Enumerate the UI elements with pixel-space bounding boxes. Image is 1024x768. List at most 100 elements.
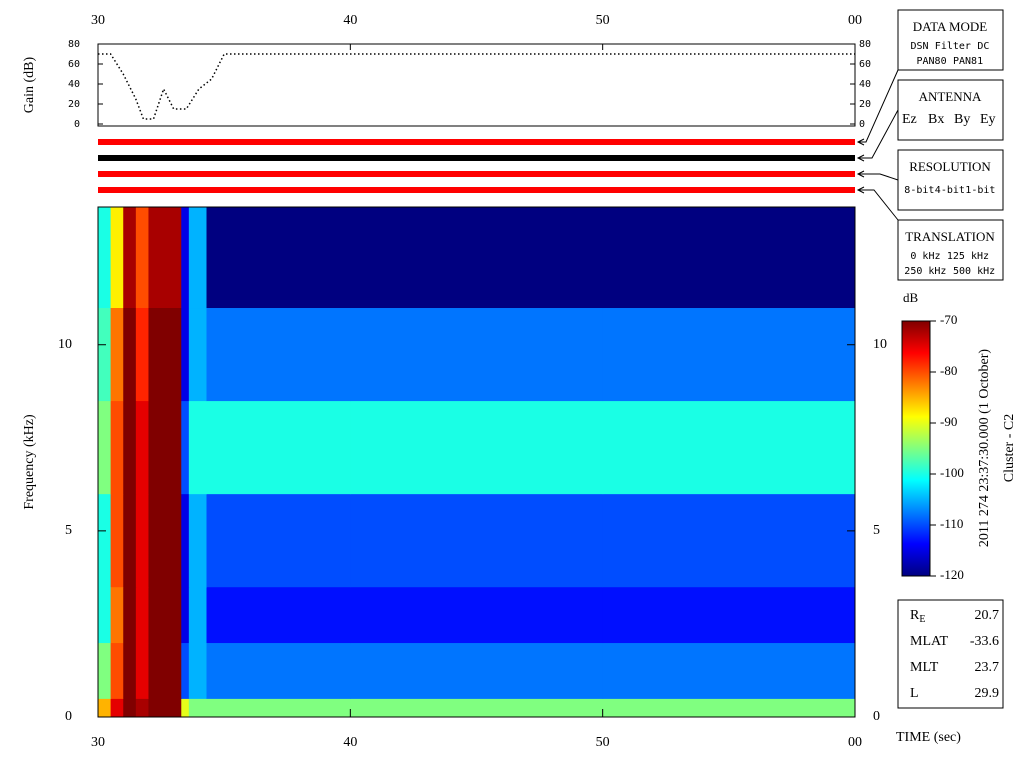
panel-item: DC bbox=[977, 41, 989, 52]
spectrogram-cell bbox=[206, 586, 351, 644]
colorbar-label: dB bbox=[903, 290, 919, 305]
spectrogram-cell bbox=[188, 493, 208, 588]
y-tick-label: 60 bbox=[859, 59, 871, 70]
colorbar-tick-label: -70 bbox=[940, 312, 957, 327]
panel-item: DSN bbox=[911, 41, 929, 52]
panel-item: 250 kHz bbox=[904, 266, 946, 277]
spectrogram-cell bbox=[350, 493, 604, 588]
spectrogram-cell bbox=[148, 307, 182, 402]
timestamp: 2011 274 23:37:30.000 (1 October) bbox=[977, 349, 992, 548]
spectrogram-cell bbox=[135, 400, 149, 495]
spectrogram-cell bbox=[350, 207, 604, 309]
spectrogram-cell bbox=[350, 307, 604, 402]
spectrogram-cell bbox=[98, 642, 112, 699]
spacecraft: Cluster - C2 bbox=[1002, 414, 1017, 482]
spectrogram-cell bbox=[123, 307, 137, 402]
panel-title: RESOLUTION bbox=[909, 159, 991, 174]
panel-item: PAN81 bbox=[953, 56, 983, 67]
spectrogram-cell bbox=[602, 698, 856, 718]
spectrogram-cell bbox=[148, 400, 182, 495]
spectrogram-cell bbox=[181, 207, 190, 309]
spectrogram-cell bbox=[181, 698, 190, 718]
spectrogram-cell bbox=[188, 586, 208, 644]
colorbar bbox=[901, 320, 931, 577]
y-tick-label: 0 bbox=[74, 119, 80, 130]
connector bbox=[858, 69, 899, 143]
spectrogram-cell bbox=[98, 698, 112, 718]
panel-item: 1-bit bbox=[965, 185, 995, 196]
x-tick-label: 00 bbox=[848, 13, 862, 28]
spectrogram-cell bbox=[135, 493, 149, 588]
x-tick-label: 40 bbox=[343, 735, 357, 750]
orbit-value: -33.6 bbox=[970, 634, 999, 649]
colorbar-tick-label: -90 bbox=[940, 414, 957, 429]
panel-item: PAN80 bbox=[917, 56, 947, 67]
spectrogram-cell bbox=[602, 400, 856, 495]
spectrogram-frame bbox=[97, 206, 856, 718]
orbit-label-sub: E bbox=[919, 614, 925, 625]
spectrogram-cell bbox=[181, 642, 190, 699]
colorbar-tick-label: -110 bbox=[940, 516, 963, 531]
spectrogram-cell bbox=[123, 586, 137, 644]
panel-box bbox=[897, 149, 1004, 211]
panel-item: 500 kHz bbox=[953, 266, 995, 277]
y-tick-label: 5 bbox=[873, 523, 880, 538]
orbit-label: MLT bbox=[910, 660, 939, 675]
spectrogram-cell bbox=[350, 586, 604, 644]
spectrogram-cell bbox=[123, 698, 137, 718]
y-tick-label: 20 bbox=[68, 99, 80, 110]
frequency-axis-label: Frequency (kHz) bbox=[22, 414, 37, 510]
spectrogram-cell bbox=[206, 642, 351, 699]
spectrogram-cell bbox=[206, 207, 351, 309]
y-tick-label: 5 bbox=[65, 523, 72, 538]
spectrogram-cell bbox=[148, 586, 182, 644]
spectrogram-cell bbox=[350, 400, 604, 495]
panel-item: 125 kHz bbox=[947, 251, 989, 262]
spectrogram-cell bbox=[98, 207, 112, 309]
spectrogram-cell bbox=[602, 493, 856, 588]
connector bbox=[858, 109, 899, 159]
x-tick-label: 00 bbox=[848, 735, 862, 750]
spectrogram-cell bbox=[110, 642, 124, 699]
panel-box bbox=[897, 79, 1004, 141]
spectrogram-cell bbox=[181, 307, 190, 402]
spectrogram-cell bbox=[206, 307, 351, 402]
spectrogram-cell bbox=[188, 400, 208, 495]
panel-item: By bbox=[954, 112, 970, 127]
y-tick-label: 80 bbox=[68, 39, 80, 50]
y-tick-label: 10 bbox=[58, 337, 72, 352]
spectrogram-cell bbox=[110, 586, 124, 644]
spectrogram-cell bbox=[148, 698, 182, 718]
spectrogram-cell bbox=[135, 698, 149, 718]
panel-item: 4-bit bbox=[935, 185, 965, 196]
spectrogram-cell bbox=[188, 207, 208, 309]
panel-item: Bx bbox=[928, 112, 944, 127]
orbit-label: L bbox=[910, 686, 919, 701]
panel-title: TRANSLATION bbox=[905, 229, 995, 244]
spectrogram-cell bbox=[110, 698, 124, 718]
spectrogram-cell bbox=[135, 307, 149, 402]
spectrogram-cell bbox=[123, 400, 137, 495]
panel-item: Filter bbox=[935, 41, 971, 52]
spectrogram-cell bbox=[123, 642, 137, 699]
panel-item: 0 kHz bbox=[910, 251, 940, 262]
spectrogram-cell bbox=[188, 642, 208, 699]
y-tick-label: 20 bbox=[859, 99, 871, 110]
x-tick-label: 50 bbox=[596, 735, 610, 750]
gain-line bbox=[98, 53, 855, 120]
spectrogram-cell bbox=[110, 307, 124, 402]
spectrogram-cell bbox=[602, 586, 856, 644]
y-tick-label: 40 bbox=[68, 79, 80, 90]
y-tick-label: 0 bbox=[65, 709, 72, 724]
spectrogram-cell bbox=[123, 207, 137, 309]
spectrogram-cell bbox=[135, 586, 149, 644]
spectrogram-cell bbox=[350, 642, 604, 699]
panel-title: DATA MODE bbox=[913, 19, 987, 34]
spectrogram-cell bbox=[123, 493, 137, 588]
spectrogram-cell bbox=[148, 493, 182, 588]
spectrogram-cell bbox=[98, 586, 112, 644]
arrowheads bbox=[856, 138, 865, 194]
panel-item: 8-bit bbox=[904, 185, 934, 196]
spectrogram-cell bbox=[602, 207, 856, 309]
